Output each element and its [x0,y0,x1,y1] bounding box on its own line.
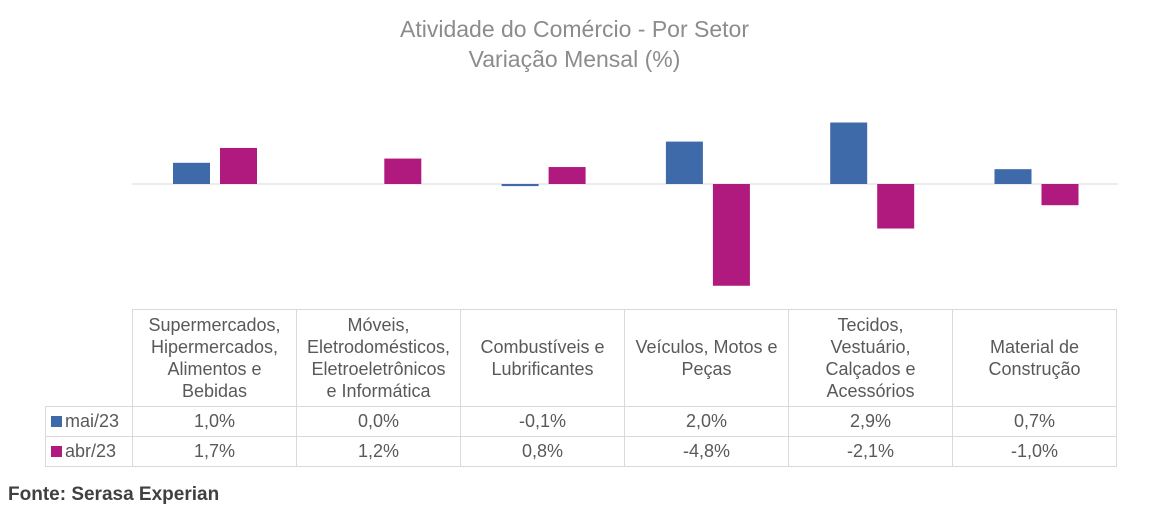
category-label-line: Eletroeletrônicos [311,359,446,379]
legend-swatch [51,416,62,427]
bar-abr-23-5 [1041,184,1079,206]
data-label: 1,0% [132,406,297,437]
category-label: Tecidos, Vestuário, Calçados e Acessórios [788,309,953,407]
legend-label: abr/23 [65,441,117,461]
category-label: Móveis, Eletrodomésticos, Eletroeletrônico… [296,309,461,407]
table-corner [46,310,133,407]
data-label: -0,1% [460,406,625,437]
chart-subtitle: Variação Mensal (%) [468,46,681,72]
data-label: 0,7% [952,406,1117,437]
legend-swatch [51,446,62,457]
data-label: 1,7% [132,436,297,467]
category-label-line: Construção [988,359,1081,379]
bar-abr-23-0 [220,147,257,184]
category-label: Material de Construção [952,309,1117,407]
bar-abr-23-4 [877,184,915,229]
source-note: Fonte: Serasa Experian [8,484,220,505]
data-label: -2,1% [788,436,953,467]
bar-mai-23-0 [173,162,210,184]
category-label: Veículos, Motos e Peças [624,309,789,407]
data-label: -4,8% [624,436,789,467]
category-label-line: Móveis, [347,315,410,335]
category-label-line: Material de [989,337,1080,357]
category-label-line: Peças [681,359,732,379]
data-label: -1,0% [952,436,1117,467]
category-label-line: Calçados e [825,359,916,379]
bar-mai-23-4 [830,122,868,184]
bar-mai-23-3 [665,141,703,184]
category-label-line: Hipermercados, [150,337,279,357]
data-label: 0,0% [296,406,461,437]
category-label-line: Lubrificantes [491,359,594,379]
category-label-line: Acessórios [826,381,915,401]
category-label: Combustíveis e Lubrificantes [460,309,625,407]
category-label-line: Bebidas [181,381,248,401]
bar-mai-23-2 [501,184,539,187]
category-label-line: Combustíveis e [480,337,605,357]
table-row: mai/23 1,0% 0,0% -0,1% 2,0% 2,9% 0,7% [45,406,1117,437]
bar-abr-23-3 [712,184,750,286]
data-label: 2,9% [788,406,953,437]
chart-title: Atividade do Comércio - Por Setor [400,16,749,42]
bar-mai-23-5 [994,169,1032,184]
data-label: 1,2% [296,436,461,467]
legend-entry: mai/23 [45,406,133,437]
legend-entry: abr/23 [45,436,133,467]
data-label: 0,8% [460,436,625,467]
category-label-line: Vestuário, [830,337,911,357]
bar-abr-23-1 [384,158,422,184]
category-label-line: Eletrodomésticos, [306,337,451,357]
table-row: abr/23 1,7% 1,2% 0,8% -4,8% -2,1% -1,0% [45,436,1117,467]
data-label: 2,0% [624,406,789,437]
bar-abr-23-2 [548,167,586,184]
category-label-line: Veículos, Motos e [635,337,778,357]
legend-label: mai/23 [65,411,120,431]
category-label-line: Alimentos e [167,359,262,379]
category-label-line: Tecidos, [837,315,904,335]
category-label-line: Supermercados, [148,315,281,335]
bar-chart [132,122,1118,286]
category-label-line: e Informática [326,381,431,401]
